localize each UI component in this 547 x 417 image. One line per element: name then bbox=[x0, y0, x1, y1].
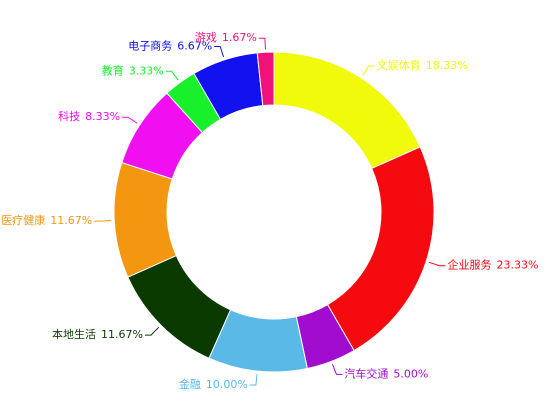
slice bbox=[256, 51, 275, 107]
slice-label: 企业服务 23.33% bbox=[448, 258, 539, 272]
slice-label: 教育 3.33% bbox=[102, 63, 164, 77]
category-name: 电子商务 bbox=[128, 39, 172, 53]
category-name: 游戏 bbox=[195, 31, 217, 44]
leader-line bbox=[122, 116, 138, 124]
slice-label: 汽车交通 5.00% bbox=[344, 366, 428, 380]
value-label: 3.33% bbox=[129, 64, 164, 77]
leader-line bbox=[145, 326, 160, 336]
category-name: 企业服务 bbox=[448, 258, 492, 272]
slice-label: 医疗健康 11.67% bbox=[1, 213, 92, 227]
slice-label: 电子商务 6.67% bbox=[128, 39, 212, 53]
slice-label: 本地生活 11.67% bbox=[52, 327, 143, 341]
value-label: 5.00% bbox=[393, 367, 428, 380]
slice-label: 科技 8.33% bbox=[58, 109, 120, 123]
value-label: 8.33% bbox=[85, 110, 120, 123]
value-label: 18.33% bbox=[426, 59, 468, 72]
leader-line bbox=[249, 374, 258, 386]
leader-line bbox=[165, 70, 179, 81]
value-label: 11.67% bbox=[101, 328, 143, 341]
leader-line bbox=[332, 363, 343, 375]
category-name: 医疗健康 bbox=[1, 213, 45, 227]
slice bbox=[113, 161, 177, 278]
category-name: 汽车交通 bbox=[344, 366, 388, 380]
value-label: 23.33% bbox=[497, 259, 539, 272]
leader-line bbox=[362, 65, 375, 76]
category-name: 文娱体育 bbox=[377, 58, 421, 72]
value-label: 6.67% bbox=[177, 40, 212, 53]
leader-line bbox=[94, 220, 112, 222]
value-label: 1.67% bbox=[222, 31, 257, 44]
slice bbox=[326, 146, 435, 352]
leader-line bbox=[258, 37, 266, 50]
slice-label: 游戏 1.67% bbox=[195, 31, 257, 44]
category-name: 教育 bbox=[102, 63, 124, 77]
value-label: 10.00% bbox=[206, 378, 248, 391]
slice bbox=[127, 254, 232, 359]
slice-label: 文娱体育 18.33% bbox=[377, 58, 468, 72]
category-name: 金融 bbox=[179, 377, 201, 391]
category-name: 本地生活 bbox=[52, 327, 96, 341]
value-label: 11.67% bbox=[50, 214, 92, 227]
slice-label: 金融 10.00% bbox=[179, 377, 248, 391]
leader-line bbox=[428, 261, 446, 267]
category-name: 科技 bbox=[58, 109, 80, 123]
leader-line bbox=[214, 46, 225, 58]
